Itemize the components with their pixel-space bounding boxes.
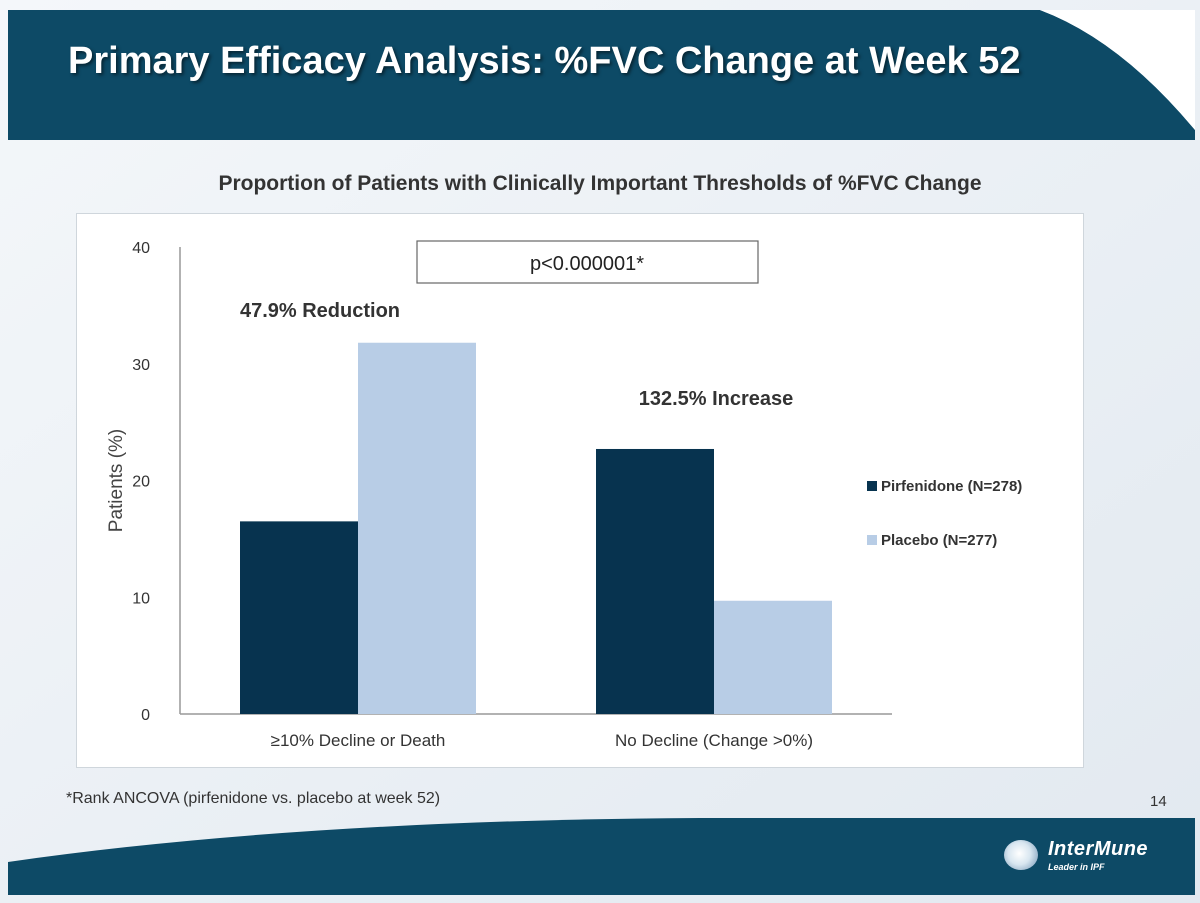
bar-chart: 0 10 20 30 40 Patients (%) ≥10% Decline or Dea… [106,240,1022,750]
y-tick-label: 40 [132,240,150,257]
y-tick-label: 30 [132,357,150,374]
intermune-logo: InterMune Leader in IPF [1000,834,1180,884]
x-tick-label: ≥10% Decline or Death [271,731,446,750]
legend-swatch [867,481,877,491]
globe-icon [1004,840,1038,870]
bar-placebo [714,600,832,714]
legend-label: Pirfenidone (N=278) [881,478,1022,495]
logo-name: InterMune [1048,838,1149,860]
slide-title: Primary Efficacy Analysis: %FVC Change a… [68,40,1021,82]
x-tick-label: No Decline (Change >0%) [615,731,813,750]
annotation-label: 47.9% Reduction [240,300,400,322]
y-tick-label: 10 [132,590,150,607]
y-tick-label: 0 [141,707,150,724]
y-tick-label: 20 [132,474,150,491]
pvalue-box [416,240,759,284]
legend-swatch [867,535,877,545]
chart-subtitle: Proportion of Patients with Clinically I… [218,172,982,195]
footnote: *Rank ANCOVA (pirfenidone vs. placebo at… [66,790,441,807]
bar-pirfenidone [596,448,714,714]
page-number: 14 [1150,793,1167,810]
logo-tagline: Leader in IPF [1048,862,1105,872]
y-axis-label: Patients (%) [106,429,127,532]
bar-pirfenidone [240,521,358,714]
pvalue-label: p<0.000001* [530,253,644,275]
legend-label: Placebo (N=277) [881,532,997,549]
bar-placebo [358,342,476,714]
annotation-label: 132.5% Increase [639,388,794,410]
chart-container: 0 10 20 30 40 Patients (%) ≥10% Decline or Dea… [76,213,1084,768]
